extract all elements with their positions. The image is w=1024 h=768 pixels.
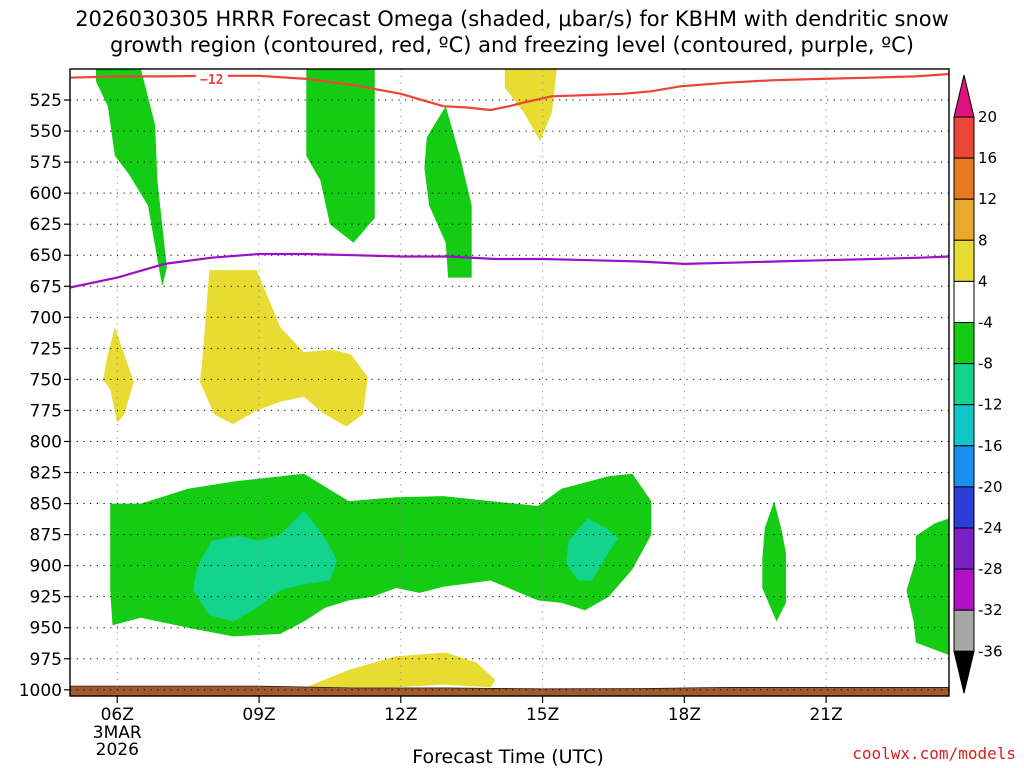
shaded-region-yellow-mid-main	[200, 270, 368, 427]
y-axis: 525 550 575 600 625 650 675 700 725 750 775 800 825 8…	[19, 91, 70, 701]
y-tick-label-1000: 1000	[19, 681, 62, 701]
colorbar-label: -4	[978, 314, 993, 332]
colorbar-swatch	[953, 239, 975, 282]
colorbar-swatch	[953, 280, 975, 323]
shaded-region-yellow-mid-left	[103, 327, 134, 423]
credit-label: coolwx.com/models	[852, 744, 1016, 763]
colorbar-swatch	[953, 363, 975, 406]
colorbar-top-arrow	[953, 74, 975, 118]
colorbar-label: 20	[978, 108, 997, 126]
colorbar-swatch	[953, 322, 975, 365]
title-line-1: 2026030305 HRRR Forecast Omega (shaded, …	[75, 7, 949, 31]
colorbar-swatch	[953, 157, 975, 200]
shaded-region-green-upper-left	[96, 69, 167, 287]
colorbar: 20 16 12 8 4 -4 -8 -12 -16 -20 -24 -28 -32 -36	[953, 74, 1003, 694]
y-tick-label-700: 700	[30, 308, 62, 328]
contour-dendritic-growth-minus12	[69, 72, 950, 112]
y-tick-label-750: 750	[30, 370, 62, 390]
chart-title: 2026030305 HRRR Forecast Omega (shaded, …	[75, 7, 949, 57]
colorbar-label: -36	[978, 642, 1003, 660]
colorbar-swatch	[953, 527, 975, 570]
shaded-region-yellow-top-15z	[504, 69, 557, 141]
x-tick-label-21Z: 21Z	[809, 705, 842, 725]
y-tick-label-875: 875	[30, 526, 62, 546]
x-tick-label-12Z: 12Z	[384, 705, 417, 725]
x-tick-sublabel-1: 2026	[96, 740, 139, 760]
plot-frame	[69, 68, 950, 697]
y-tick-label-900: 900	[30, 557, 62, 577]
colorbar-bottom-arrow	[953, 650, 975, 694]
contour-label-bg-dendritic-growth-minus12	[195, 70, 228, 85]
colorbar-label: 12	[978, 190, 997, 208]
contour-line-layer: −12	[69, 70, 950, 289]
colorbar-label: -12	[978, 396, 1003, 414]
y-tick-label-775: 775	[30, 401, 62, 421]
shaded-region-teal-lower-left	[192, 511, 337, 622]
x-tick-label-09Z: 09Z	[242, 705, 275, 725]
x-axis-title: Forecast Time (UTC)	[412, 746, 603, 768]
x-tick-label-18Z: 18Z	[668, 705, 701, 725]
colorbar-swatch	[953, 404, 975, 447]
colorbar-swatch	[953, 198, 975, 241]
colorbar-label: -8	[978, 355, 993, 373]
x-tick-sublabel-0: 3MAR	[93, 723, 142, 743]
contour-freezing-level	[69, 252, 950, 289]
colorbar-label: -32	[978, 601, 1003, 619]
colorbar-label: 8	[978, 231, 988, 249]
colorbar-swatch	[953, 116, 975, 159]
y-tick-label-950: 950	[30, 619, 62, 639]
y-tick-label-600: 600	[30, 184, 62, 204]
shaded-region-green-upper-mid	[306, 69, 375, 243]
colorbar-label: 16	[978, 149, 997, 167]
plot-area: −12	[69, 68, 950, 697]
y-tick-label-550: 550	[30, 122, 62, 142]
colorbar-swatch	[953, 486, 975, 529]
x-tick-label-15Z: 15Z	[526, 705, 559, 725]
colorbar-swatch	[953, 445, 975, 488]
y-tick-label-925: 925	[30, 588, 62, 608]
shaded-region-green-lower-right-edge	[906, 518, 949, 655]
colorbar-swatch	[953, 568, 975, 611]
colorbar-label: -16	[978, 437, 1003, 455]
y-tick-label-675: 675	[30, 277, 62, 297]
x-tick-label-06Z: 06Z	[101, 705, 134, 725]
y-tick-label-525: 525	[30, 91, 62, 111]
contour-label-dendritic-growth-minus12: −12	[200, 73, 223, 88]
y-tick-label-825: 825	[30, 464, 62, 484]
y-tick-label-575: 575	[30, 153, 62, 173]
shaded-region-yellow-bottom-13z	[306, 652, 496, 688]
y-tick-label-625: 625	[30, 215, 62, 235]
colorbar-swatch	[953, 609, 975, 652]
title-line-2: growth region (contoured, red, ºC) and f…	[110, 33, 914, 57]
colorbar-label: -28	[978, 560, 1003, 578]
colorbar-label: 4	[978, 272, 988, 290]
y-tick-label-850: 850	[30, 495, 62, 515]
colorbar-label: -20	[978, 478, 1003, 496]
colorbar-label: -24	[978, 519, 1003, 537]
y-tick-label-725: 725	[30, 339, 62, 359]
y-tick-label-650: 650	[30, 246, 62, 266]
shaded-region-green-lower-20z	[762, 501, 786, 622]
y-tick-label-975: 975	[30, 650, 62, 670]
shaded-omega-layer	[69, 69, 950, 697]
surface-ground	[69, 685, 950, 697]
shaded-region-green-upper-right	[424, 106, 472, 278]
y-tick-label-800: 800	[30, 432, 62, 452]
shaded-region-teal-lower-right	[566, 518, 619, 581]
